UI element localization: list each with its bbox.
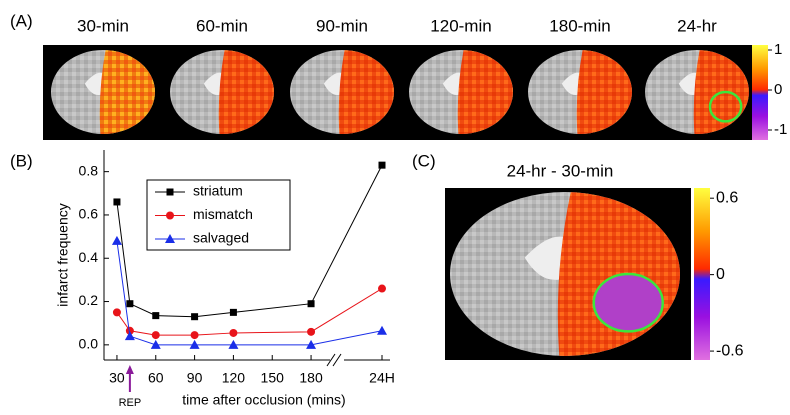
data-point (112, 236, 122, 245)
annotation-label: REP (119, 397, 142, 409)
data-point (191, 313, 198, 320)
brain-image (290, 50, 394, 134)
annotation-arrowhead (126, 365, 134, 374)
data-point (152, 312, 159, 319)
y-tick-label: 0.4 (79, 249, 99, 265)
legend-label: striatum (193, 183, 243, 199)
colorbar-tick-label: -0.6 (716, 342, 744, 359)
x-tick-label: 24H (369, 370, 395, 386)
data-point (230, 309, 237, 316)
data-point (308, 300, 315, 307)
brain-image (450, 192, 680, 356)
data-point (152, 331, 160, 339)
timepoint-label: 60-min (196, 16, 248, 35)
timepoint-label: 30-min (77, 16, 129, 35)
x-tick-label: 180 (299, 370, 323, 386)
y-tick-label: 0.0 (79, 336, 99, 352)
data-point (113, 198, 120, 205)
panel-label: (B) (10, 151, 33, 170)
x-tick-label: 30 (109, 370, 125, 386)
data-point (378, 285, 386, 293)
data-point (377, 326, 387, 335)
timepoint-label: 180-min (549, 16, 610, 35)
legend-label: salvaged (193, 230, 249, 246)
colorbar-tick-label: 1 (774, 41, 782, 58)
data-point (229, 329, 237, 337)
roi-outline (594, 274, 663, 331)
x-tick-label: 120 (222, 370, 246, 386)
brain-image (51, 50, 155, 134)
timepoint-label: 24-hr (677, 16, 717, 35)
data-point (126, 300, 133, 307)
data-point (191, 331, 199, 339)
y-tick-label: 0.8 (79, 162, 99, 178)
y-tick-label: 0.6 (79, 206, 99, 222)
colorbar-tick-label: 0 (716, 266, 725, 283)
colorbar (752, 45, 768, 140)
y-axis-label: infarct frequency (55, 203, 71, 307)
legend-marker (166, 212, 174, 220)
colorbar (694, 188, 710, 360)
panel-label: (A) (10, 11, 33, 30)
y-tick-label: 0.2 (79, 292, 99, 308)
legend-marker (167, 189, 174, 196)
colorbar-tick-label: 0.6 (716, 189, 738, 206)
x-tick-label: 90 (187, 370, 203, 386)
figure: (A) (B) (C) 24-hr - 30-min 30-min 60-min 9… (0, 0, 790, 410)
timepoint-label: 120-min (430, 16, 491, 35)
data-point (379, 162, 386, 169)
brain-image (645, 50, 749, 134)
timepoint-label: 90-min (316, 16, 368, 35)
series-line (117, 165, 382, 317)
brain-image (170, 50, 274, 134)
data-point (113, 308, 121, 316)
brain-image (528, 50, 632, 134)
colorbar-tick-label: -1 (774, 121, 787, 138)
x-tick-label: 60 (148, 370, 164, 386)
x-axis-label: time after occlusion (mins) (182, 392, 345, 408)
panel-title: 24-hr - 30-min (507, 161, 614, 180)
brain-image (409, 50, 513, 134)
data-point (307, 328, 315, 336)
legend-label: mismatch (193, 206, 253, 222)
colorbar-tick-label: 0 (774, 81, 782, 98)
series-line (117, 241, 382, 345)
x-tick-label: 150 (261, 370, 285, 386)
series-line (117, 289, 382, 336)
panel-label: (C) (412, 151, 436, 170)
